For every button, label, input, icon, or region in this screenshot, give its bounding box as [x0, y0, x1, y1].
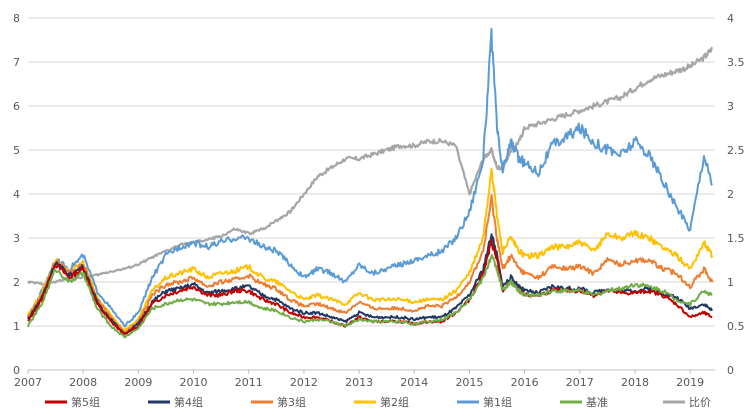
y-left-tick-label: 6: [13, 100, 20, 113]
series-line-6: [27, 46, 714, 286]
y-right-tick-label: 1: [727, 276, 734, 289]
y-right-tick-label: 3: [727, 100, 734, 113]
legend: 第5组 第4组 第3组 第2组 第1组 基准 比价: [45, 395, 711, 409]
x-tick-label: 2018: [621, 376, 649, 389]
x-tick-label: 2012: [290, 376, 318, 389]
series-line-4: [27, 27, 713, 328]
series-line-1: [27, 233, 714, 335]
x-tick-label: 2014: [400, 376, 428, 389]
y-right-tick-label: 1.5: [727, 232, 745, 245]
y-left-tick-label: 5: [13, 144, 20, 157]
y-left-tick-label: 8: [13, 12, 20, 25]
legend-label: 第5组: [71, 395, 100, 409]
y-right-tick-label: 0.5: [727, 320, 745, 333]
gridlines: [28, 17, 715, 371]
y-left-tick-label: 0: [13, 364, 20, 377]
y-right-tick-label: 2.5: [727, 144, 745, 157]
legend-label: 第4组: [174, 395, 203, 409]
x-tick-label: 2015: [455, 376, 483, 389]
x-tick-label: 2013: [345, 376, 373, 389]
y-right-tick-label: 3.5: [727, 56, 745, 69]
x-tick-label: 2016: [511, 376, 539, 389]
x-tick-label: 2008: [69, 376, 97, 389]
legend-label: 第1组: [483, 395, 512, 409]
x-tick-label: 2019: [676, 376, 704, 389]
x-tick-label: 2011: [235, 376, 263, 389]
series-line-3: [27, 167, 714, 333]
y-left-tick-label: 1: [13, 320, 20, 333]
y-right-tick-label: 2: [727, 188, 734, 201]
legend-label: 第2组: [380, 395, 409, 409]
y-axis-left: 0 1 2 3 4 5 6 7 8: [13, 12, 20, 377]
y-right-tick-label: 0: [727, 364, 734, 377]
legend-label: 比价: [689, 396, 711, 409]
x-tick-label: 2007: [14, 376, 42, 389]
series-line-5: [27, 254, 713, 339]
y-right-tick-label: 4: [727, 12, 734, 25]
y-left-tick-label: 2: [13, 276, 20, 289]
legend-label: 第3组: [277, 395, 306, 409]
x-tick-label: 2017: [566, 376, 594, 389]
y-axis-right: 0 0.5 1 1.5 2 2.5 3 3.5 4: [727, 12, 745, 377]
y-left-tick-label: 3: [13, 232, 20, 245]
series-line-2: [27, 194, 714, 335]
x-tick-label: 2010: [180, 376, 208, 389]
series-lines: [27, 27, 714, 339]
legend-label: 基准: [586, 396, 608, 409]
y-left-tick-label: 7: [13, 56, 20, 69]
y-left-tick-label: 4: [13, 188, 20, 201]
x-axis: 2007 2008 2009 2010 2011 2012 2013 2014 2015 2016…: [14, 369, 715, 389]
x-tick-label: 2009: [124, 376, 152, 389]
